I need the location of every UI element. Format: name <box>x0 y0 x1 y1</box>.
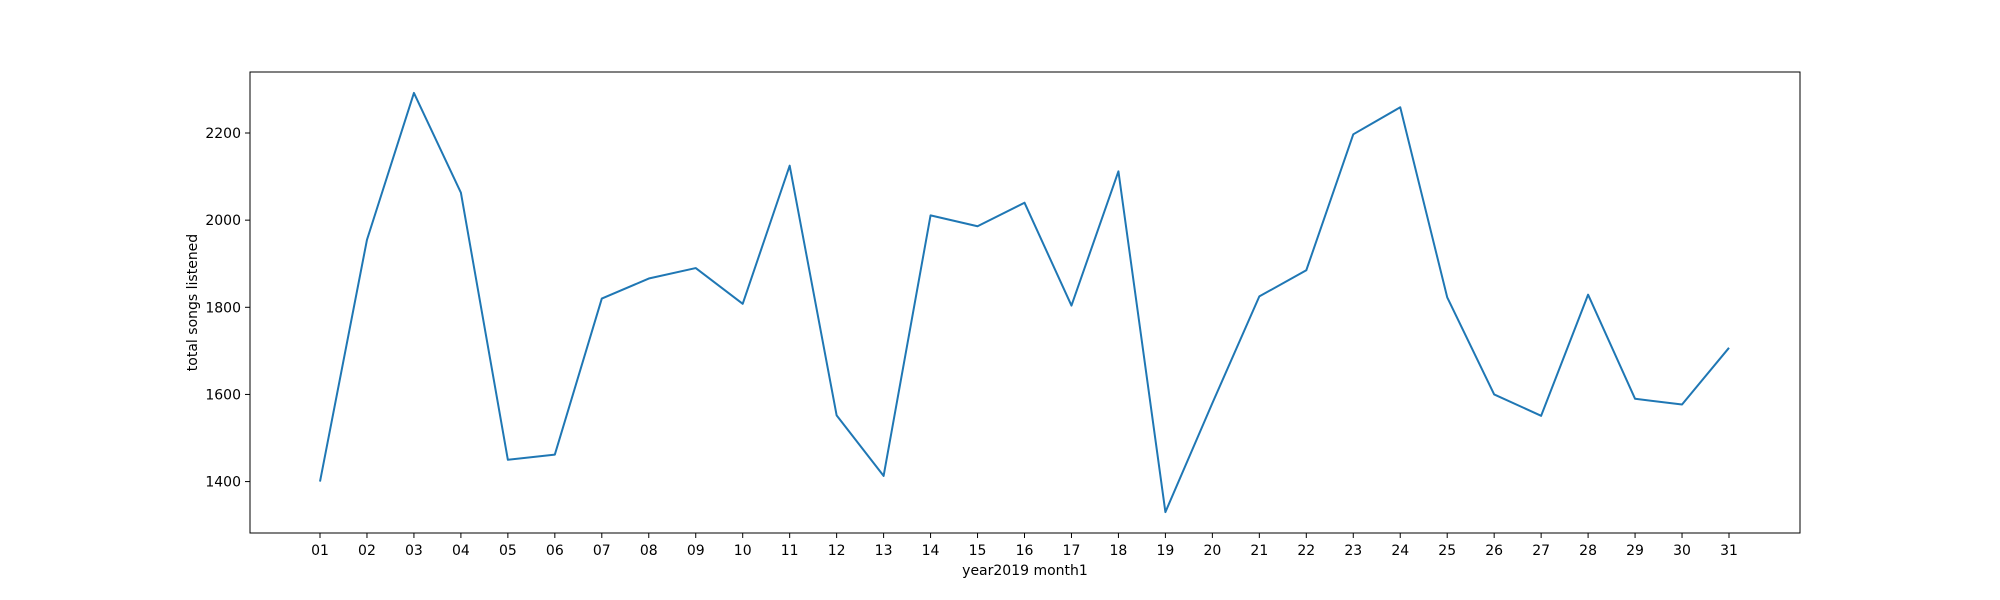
x-tick-label: 01 <box>311 543 329 559</box>
x-tick-label: 10 <box>734 543 752 559</box>
x-tick-label: 14 <box>922 543 940 559</box>
x-tick-label: 17 <box>1063 543 1081 559</box>
x-tick-label: 20 <box>1203 543 1221 559</box>
x-tick-label: 11 <box>781 543 799 559</box>
x-tick-label: 13 <box>875 543 893 559</box>
x-tick-label: 05 <box>499 543 517 559</box>
x-tick-label: 08 <box>640 543 658 559</box>
x-tick-label: 31 <box>1720 543 1738 559</box>
x-tick-label: 22 <box>1297 543 1315 559</box>
y-tick-label: 1800 <box>205 300 241 316</box>
y-tick-label: 1400 <box>205 475 241 491</box>
series-line-0 <box>319 91 1730 514</box>
x-tick-label: 24 <box>1391 543 1409 559</box>
x-tick-label: 19 <box>1156 543 1174 559</box>
x-tick-label: 28 <box>1579 543 1597 559</box>
x-tick-label: 12 <box>828 543 846 559</box>
x-tick-label: 29 <box>1626 543 1644 559</box>
x-tick-label: 18 <box>1110 543 1128 559</box>
y-axis-ticks: 1400 1600 1800 2000 2200 <box>205 126 250 491</box>
x-tick-label: 07 <box>593 543 611 559</box>
x-axis-ticks: 01 02 03 04 05 06 07 08 09 10 11 12 13 14 15 16 17 18 19 20… <box>311 533 1738 559</box>
x-tick-label: 30 <box>1673 543 1691 559</box>
y-tick-label: 2200 <box>205 126 241 142</box>
x-tick-label: 04 <box>452 543 470 559</box>
x-tick-label: 23 <box>1344 543 1362 559</box>
y-tick-label: 2000 <box>205 213 241 229</box>
x-tick-label: 25 <box>1438 543 1456 559</box>
x-tick-label: 02 <box>358 543 376 559</box>
x-tick-label: 06 <box>546 543 564 559</box>
y-tick-label: 1600 <box>205 387 241 403</box>
x-tick-label: 09 <box>687 543 705 559</box>
x-tick-label: 27 <box>1532 543 1550 559</box>
x-tick-label: 16 <box>1016 543 1034 559</box>
x-tick-label: 03 <box>405 543 423 559</box>
y-axis-label: total songs listened <box>185 234 201 371</box>
series-layer <box>319 91 1730 514</box>
x-tick-label: 26 <box>1485 543 1503 559</box>
x-tick-label: 15 <box>969 543 987 559</box>
x-axis-label: year2019 month1 <box>962 563 1088 579</box>
x-tick-label: 21 <box>1250 543 1268 559</box>
